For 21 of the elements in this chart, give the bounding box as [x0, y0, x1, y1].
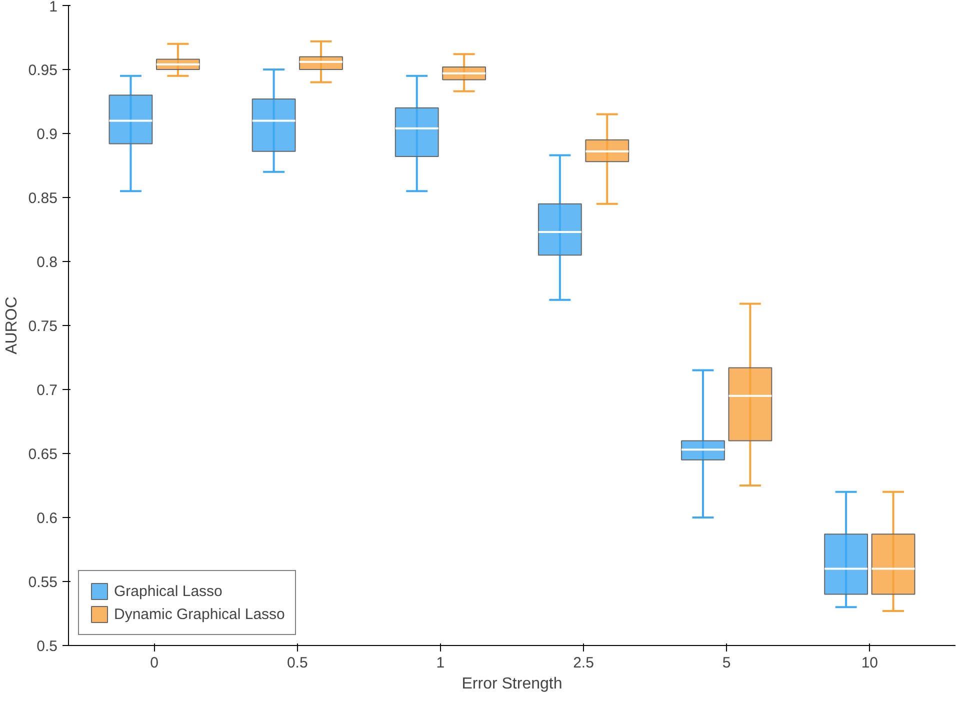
y-tick-label: 0.75	[28, 318, 58, 335]
y-tick-label: 1	[49, 0, 58, 16]
x-axis-title: Error Strength	[462, 676, 562, 692]
y-tick-label: 0.85	[28, 190, 58, 207]
x-tick-label: 1	[436, 654, 445, 672]
x-tick-label: 5	[722, 654, 731, 672]
x-tick-label: 0	[150, 654, 159, 672]
y-tick-label: 0.8	[36, 254, 58, 271]
y-tick-label: 0.95	[28, 62, 58, 79]
x-tick-label: 0.5	[286, 654, 308, 672]
y-tick-label: 0.5	[36, 638, 58, 655]
legend-label: Dynamic Graphical Lasso	[114, 606, 285, 622]
legend-label: Graphical Lasso	[114, 582, 222, 600]
y-axis-title: AUROC	[3, 296, 20, 354]
y-tick-label: 0.55	[28, 574, 58, 591]
x-tick-label: 10	[861, 654, 878, 672]
x-tick-label: 2.5	[573, 654, 594, 672]
y-tick-label: 0.65	[28, 446, 58, 463]
y-tick-label: 0.6	[36, 510, 58, 527]
y-tick-label: 0.9	[36, 126, 58, 143]
y-tick-label: 0.7	[36, 382, 58, 399]
